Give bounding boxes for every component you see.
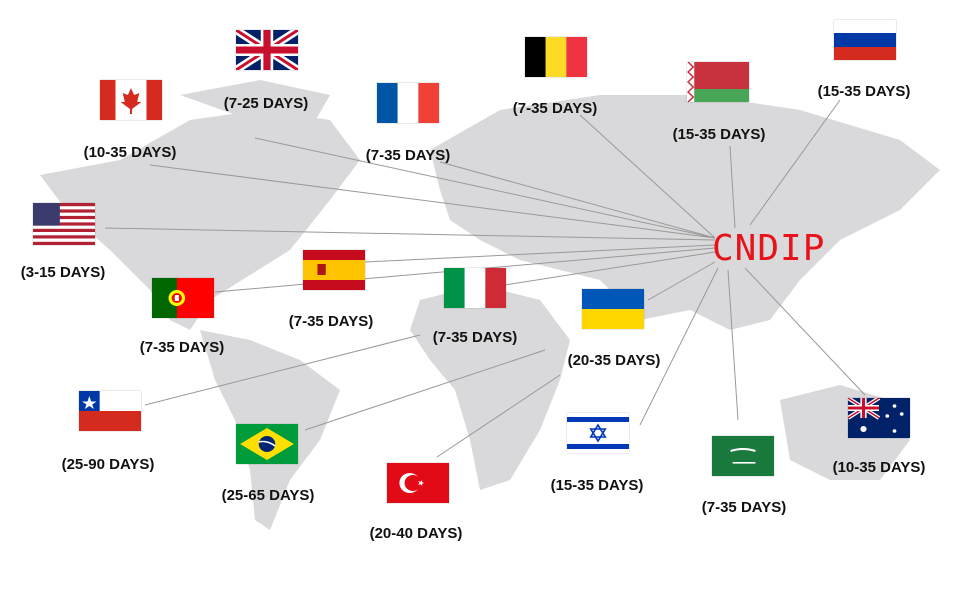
australia-flag [848,398,910,438]
australia-days-label: (10-35 DAYS) [832,459,926,476]
russia-flag [834,20,896,60]
turkey-flag [387,463,449,503]
ukraine-flag [582,289,644,329]
france-flag [377,83,439,123]
france-days-label: (7-35 DAYS) [365,147,451,164]
brand-hub-label: CNDIP [712,228,826,269]
israel-flag [567,413,629,453]
russia-days-label: (15-35 DAYS) [817,83,911,100]
canada-flag [100,80,162,120]
uk-flag [236,30,298,70]
canada-days-label: (10-35 DAYS) [83,144,177,161]
spain-flag [303,250,365,290]
israel-days-label: (15-35 DAYS) [550,477,644,494]
route-lines [104,99,866,458]
usa-days-label: (3-15 DAYS) [20,264,106,281]
turkey-days-label: (20-40 DAYS) [369,525,463,542]
italy-days-label: (7-35 DAYS) [432,329,518,346]
saudi-flag [712,436,774,476]
belarus-days-label: (15-35 DAYS) [672,126,766,143]
continents [40,80,940,530]
chile-flag [79,391,141,431]
italy-flag [444,268,506,308]
portugal-flag [152,278,214,318]
usa-flag [33,203,95,245]
chile-days-label: (25-90 DAYS) [61,456,155,473]
uk-days-label: (7-25 DAYS) [223,95,309,112]
belarus-flag [687,62,749,102]
ukraine-days-label: (20-35 DAYS) [567,352,661,369]
brazil-days-label: (25-65 DAYS) [221,487,315,504]
belgium-days-label: (7-35 DAYS) [512,100,598,117]
spain-days-label: (7-35 DAYS) [288,313,374,330]
saudi-days-label: (7-35 DAYS) [701,499,787,516]
belgium-flag [525,37,587,77]
brazil-flag [236,424,298,464]
portugal-days-label: (7-35 DAYS) [139,339,225,356]
